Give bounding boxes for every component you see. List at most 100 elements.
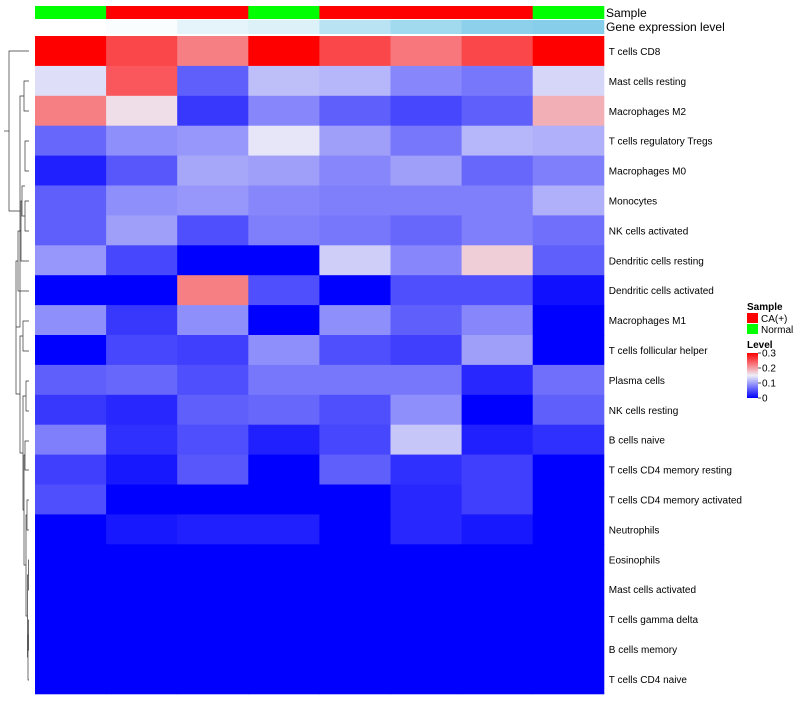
heatmap-cell	[177, 65, 249, 97]
heatmap-cell	[177, 245, 249, 276]
heatmap-cell	[177, 364, 249, 396]
heatmap-cell	[177, 95, 249, 127]
heatmap-cell	[177, 484, 249, 515]
sample-annotation-cell	[532, 6, 605, 19]
heatmap-cell	[106, 544, 178, 575]
heatmap-cell	[461, 454, 534, 485]
heatmap-cell	[319, 245, 391, 276]
heatmap-cell	[532, 514, 605, 545]
heatmap-cell	[532, 65, 605, 97]
heatmap-cell	[106, 245, 178, 276]
sample-annotation-cell	[35, 6, 107, 19]
heatmap-cell	[106, 95, 178, 127]
heatmap-cell	[106, 604, 178, 635]
row-label: B cells naive	[609, 436, 666, 447]
heatmap-cell	[177, 394, 249, 426]
heatmap-cell	[461, 215, 534, 246]
heatmap-cell	[461, 604, 534, 635]
heatmap-cell	[390, 514, 463, 545]
heatmap-cell	[106, 663, 178, 695]
heatmap-cell	[532, 185, 605, 216]
heatmap-cell	[35, 65, 107, 97]
gene-expression-annotation-cell	[532, 20, 605, 34]
heatmap-cell	[319, 663, 391, 695]
heatmap-cell	[461, 125, 534, 157]
sample-annotation-cell	[461, 6, 534, 19]
heatmap-cell	[106, 275, 178, 306]
heatmap-cell	[106, 305, 178, 336]
gene-expression-annotation-cell	[106, 20, 178, 34]
heatmap-cell	[390, 604, 463, 635]
heatmap-cell	[106, 65, 178, 97]
heatmap-cell	[106, 125, 178, 157]
heatmap-cell	[35, 364, 107, 396]
legend-level-tick-label: 0.3	[762, 349, 776, 360]
dendrogram-branch	[22, 395, 26, 511]
heatmap-cell	[106, 454, 178, 485]
heatmap-cell	[390, 275, 463, 306]
heatmap-cell	[106, 155, 178, 186]
dendrogram-branch	[22, 320, 29, 352]
heatmap-cell	[177, 454, 249, 485]
heatmap-cell	[319, 574, 391, 605]
heatmap-cell	[390, 484, 463, 515]
row-label: Dendritic cells resting	[609, 256, 704, 267]
legend-level-title: Level	[747, 340, 773, 351]
heatmap-cell	[532, 364, 605, 396]
row-label: T cells CD4 naive	[609, 675, 688, 686]
heatmap-cell	[532, 305, 605, 336]
row-labels: T cells CD8 Mast cells resting Macrophages…	[609, 47, 742, 686]
gene-expression-annotation-cell	[390, 20, 463, 34]
heatmap-cell	[390, 454, 463, 485]
heatmap-cell	[35, 215, 107, 246]
heatmap-cell	[248, 125, 320, 157]
heatmap-cell	[532, 95, 605, 127]
heatmap-cell	[532, 634, 605, 665]
heatmap-cell	[532, 663, 605, 695]
row-label: Dendritic cells activated	[609, 286, 714, 297]
annotation-titles: Sample Gene expression level	[606, 6, 725, 34]
heatmap-cell	[319, 275, 391, 306]
heatmap-cell	[177, 36, 249, 67]
sample-annotation-title: Sample	[606, 6, 647, 20]
heatmap-cell	[319, 335, 391, 366]
legend-label-normal: Normal	[761, 325, 793, 336]
heatmap-cell	[35, 604, 107, 635]
heatmap-cell	[319, 514, 391, 545]
heatmap-cell	[248, 245, 320, 276]
heatmap-cell	[532, 394, 605, 426]
heatmap-cell	[248, 454, 320, 485]
heatmap-cell	[390, 215, 463, 246]
heatmap-cell	[106, 484, 178, 515]
heatmap-cell	[390, 663, 463, 695]
heatmap-cell	[390, 36, 463, 67]
heatmap-cell	[390, 95, 463, 127]
row-label: Macrophages M2	[609, 107, 687, 118]
heatmap-cell	[532, 155, 605, 186]
row-label: Neutrophils	[609, 525, 660, 536]
heatmap-cell	[390, 335, 463, 366]
gene-expression-annotation-title: Gene expression level	[606, 20, 725, 34]
dendrogram-branch	[19, 335, 23, 454]
heatmap-cell	[177, 335, 249, 366]
heatmap-cell	[532, 604, 605, 635]
heatmap-cell	[390, 155, 463, 186]
dendrogram-branch	[25, 514, 28, 617]
heatmap-cell	[248, 663, 320, 695]
gene-expression-annotation-cell	[461, 20, 534, 34]
heatmap-cell	[35, 95, 107, 127]
heatmap-cell	[106, 36, 178, 67]
heatmap-cell	[390, 185, 463, 216]
heatmap-cell	[177, 305, 249, 336]
heatmap-cell	[35, 275, 107, 306]
row-label: NK cells activated	[609, 226, 688, 237]
heatmap-cell	[248, 364, 320, 396]
legend-swatch-normal	[747, 324, 758, 334]
heatmap-cell	[319, 604, 391, 635]
dendrogram-branch	[23, 80, 29, 112]
heatmap-cell	[177, 424, 249, 456]
heatmap-cell	[35, 574, 107, 605]
heatmap-cell	[319, 394, 391, 426]
heatmap-cell	[390, 125, 463, 157]
